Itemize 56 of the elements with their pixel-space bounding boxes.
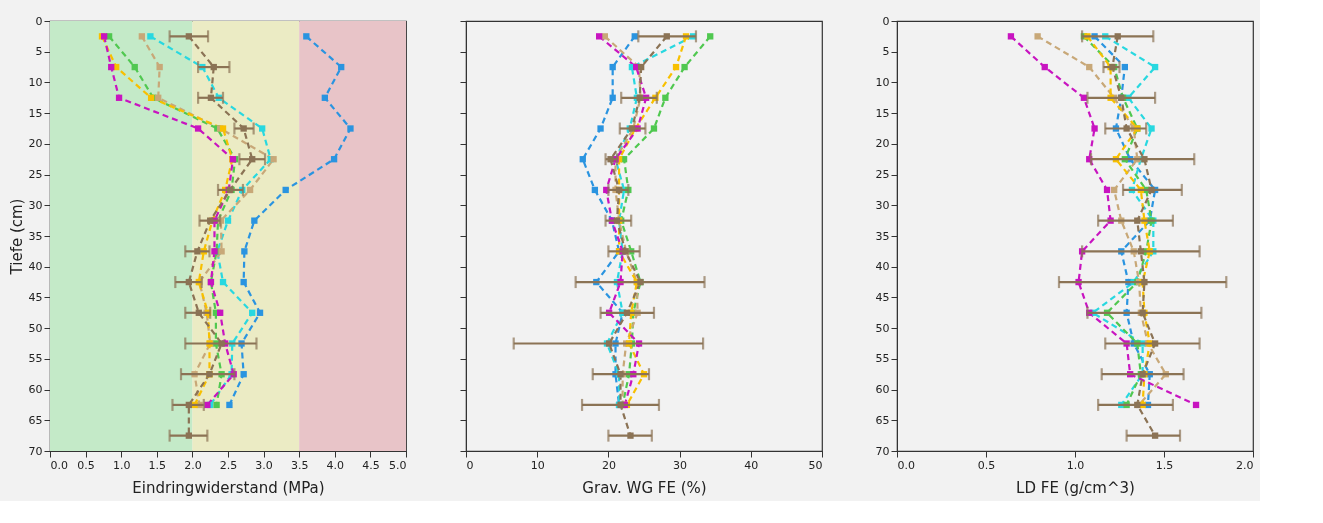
y-tick-label: 15 [28,106,43,120]
y-tick-label: 70 [28,444,43,458]
y-tick-label: 65 [875,413,890,427]
x-tick-label: 20 [601,458,616,472]
x-axis-title: Eindringwiderstand (MPa) [132,478,325,497]
y-axis-title: Tiefe (cm) [7,198,26,276]
x-tick-label: 0.0 [897,458,915,472]
y-tick-label: 55 [28,352,43,366]
y-tick-label: 20 [28,137,43,151]
y-tick-label: 45 [28,290,43,304]
y-tick-label: 45 [875,290,890,304]
x-tick-label: 50 [808,458,823,472]
y-tick-label: 5 [35,45,43,59]
y-tick-label: 15 [875,106,890,120]
y-tick-label: 5 [882,45,890,59]
y-tick-label: 50 [28,321,43,335]
x-tick-label: 1.5 [148,458,167,472]
y-tick-label: 35 [28,229,43,243]
y-tick-label: 55 [875,352,890,366]
x-tick-label: 1.5 [1155,458,1174,472]
x-tick-label: 30 [673,458,688,472]
x-tick-label: 1.0 [1066,458,1085,472]
x-tick-label: 1.0 [112,458,131,472]
y-tick-label: 40 [28,260,43,274]
x-tick-label: 5.0 [389,458,407,472]
y-tick-label: 70 [875,444,890,458]
x-axis-title: LD FE (g/cm^3) [1016,478,1135,497]
y-tick-label: 30 [875,198,890,212]
y-tick-label: 0 [882,14,890,28]
y-tick-label: 25 [875,168,890,182]
y-tick-label: 20 [875,137,890,151]
x-tick-label: 0.5 [77,458,95,472]
x-tick-label: 2.0 [1236,458,1254,472]
y-tick-label: 65 [28,413,43,427]
y-tick-label: 60 [875,383,890,397]
x-tick-label: 2.0 [184,458,202,472]
y-tick-label: 60 [28,383,43,397]
y-tick-label: 35 [875,229,890,243]
x-tick-label: 10 [530,458,545,472]
x-tick-label: 4.5 [362,458,380,472]
x-tick-label: 3.0 [255,458,273,472]
x-axis-title: Grav. WG FE (%) [582,478,707,497]
x-tick-label: 0.5 [977,458,996,472]
y-tick-label: 0 [35,14,43,28]
y-tick-label: 10 [875,75,890,89]
x-tick-label: 40 [744,458,759,472]
y-tick-label: 25 [28,168,43,182]
y-tick-label: 50 [875,321,890,335]
x-tick-label: 4.0 [326,458,345,472]
y-tick-label: 10 [28,75,43,89]
y-tick-label: 30 [28,198,43,212]
x-tick-label: 0 [466,458,474,472]
y-tick-label: 40 [875,260,890,274]
x-tick-label: 0.0 [50,458,68,472]
x-tick-label: 3.5 [290,458,309,472]
x-tick-label: 2.5 [219,458,238,472]
